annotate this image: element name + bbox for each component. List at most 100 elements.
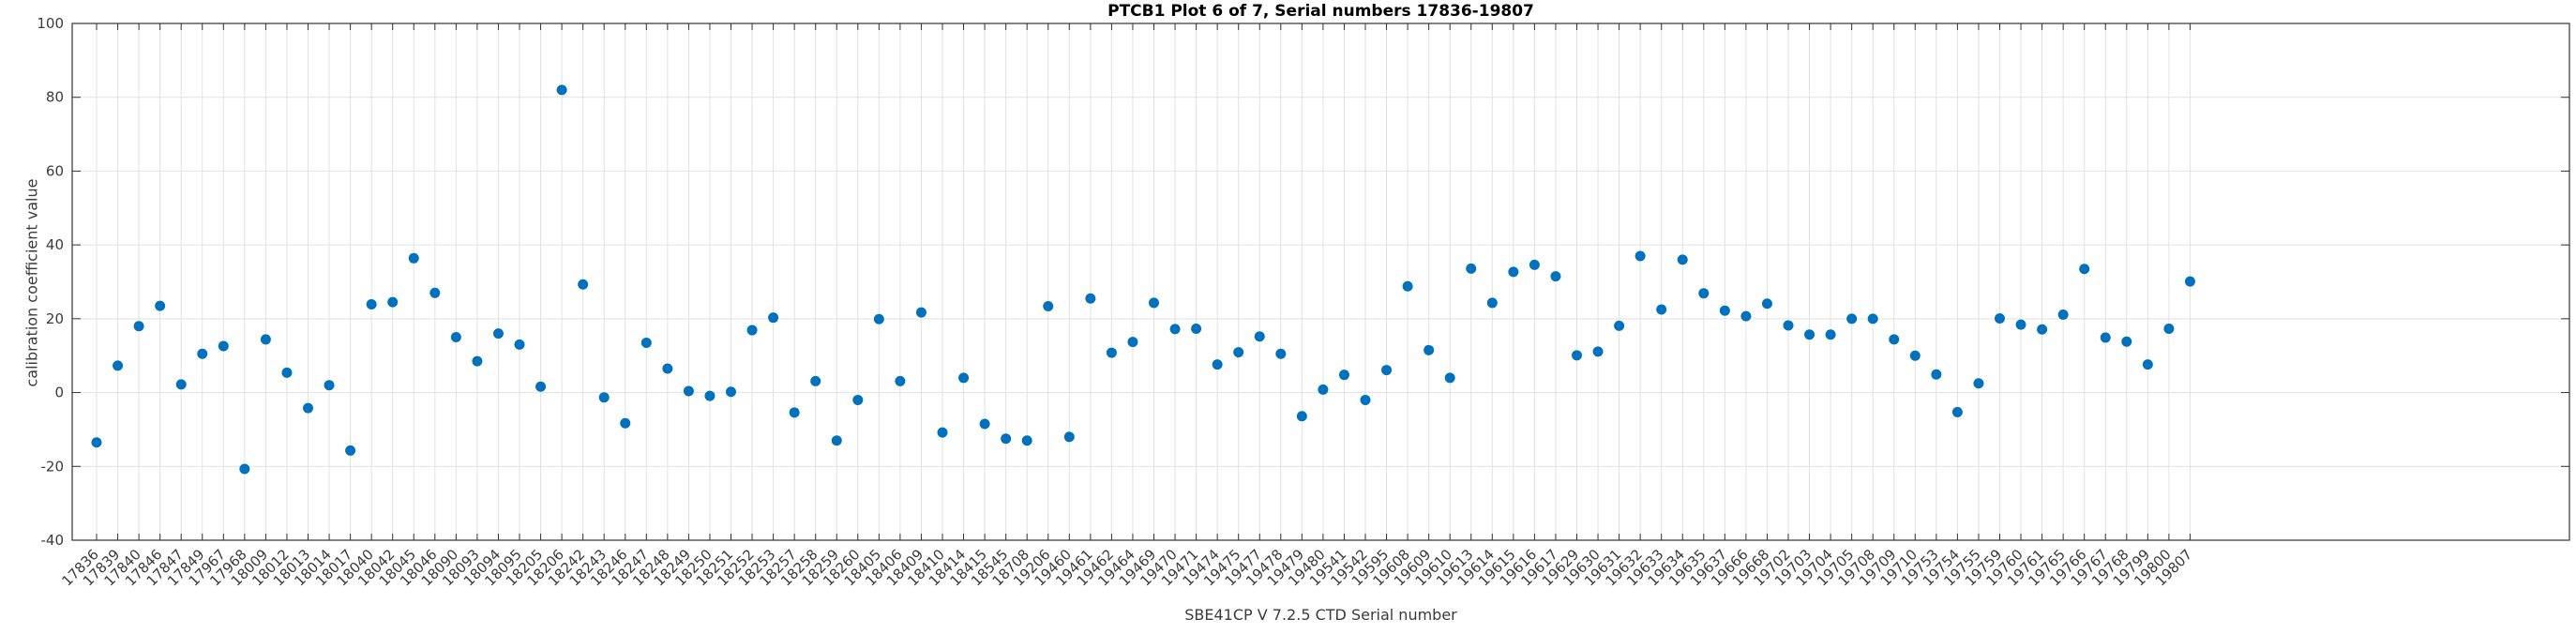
data-point — [1021, 435, 1032, 446]
data-point — [175, 379, 187, 390]
data-point — [1973, 378, 1984, 389]
data-point — [726, 386, 736, 398]
chart-title: PTCB1 Plot 6 of 7, Serial numbers 17836-… — [1107, 2, 1534, 21]
data-point — [746, 325, 758, 336]
data-point — [281, 367, 293, 378]
data-point — [1889, 334, 1900, 345]
data-point — [2121, 336, 2132, 347]
data-point — [1486, 297, 1498, 309]
data-point — [2079, 264, 2090, 275]
data-point — [1212, 359, 1223, 370]
y-tick-label: -40 — [41, 532, 65, 549]
data-point — [1424, 344, 1435, 355]
data-point — [1592, 346, 1604, 357]
data-point — [1529, 259, 1540, 270]
data-point — [1381, 365, 1393, 376]
data-point — [1677, 254, 1688, 265]
data-point — [1761, 298, 1772, 309]
y-tick-label: -20 — [41, 458, 65, 475]
data-point — [1149, 297, 1159, 309]
data-point — [197, 348, 208, 359]
data-point — [598, 392, 610, 403]
data-point — [492, 328, 504, 340]
data-point — [768, 312, 779, 324]
data-point — [1063, 431, 1075, 443]
data-point — [704, 390, 716, 401]
data-point — [1275, 348, 1287, 359]
data-point — [1296, 411, 1307, 422]
data-point — [915, 307, 926, 318]
data-point — [303, 402, 313, 414]
axes-box — [71, 23, 2570, 541]
data-point — [958, 372, 970, 384]
data-point — [1254, 331, 1265, 342]
data-point — [1719, 305, 1730, 316]
data-point — [1338, 370, 1349, 381]
data-point — [1867, 313, 1878, 325]
data-point — [2100, 332, 2111, 343]
data-point — [387, 296, 399, 308]
data-point — [1508, 266, 1519, 278]
data-point — [1572, 350, 1582, 361]
data-point — [1951, 406, 1963, 417]
data-point — [1085, 293, 1096, 304]
data-point — [345, 445, 356, 456]
y-axis-label: calibration coefficient value — [23, 178, 41, 387]
data-point — [640, 337, 652, 348]
data-point — [1846, 313, 1858, 325]
data-point — [429, 287, 441, 298]
data-point — [1698, 288, 1710, 299]
data-point — [1804, 329, 1815, 340]
data-point — [578, 279, 589, 290]
data-point — [1550, 271, 1561, 282]
data-point — [2057, 309, 2069, 321]
data-point — [366, 299, 377, 310]
data-point — [1740, 310, 1752, 322]
data-point — [91, 437, 102, 448]
data-point — [324, 380, 335, 391]
data-point — [979, 418, 990, 430]
data-point — [1995, 312, 2005, 324]
data-point — [662, 363, 673, 374]
data-point — [450, 332, 461, 343]
data-point — [2142, 359, 2153, 370]
data-point — [1656, 304, 1667, 315]
data-point — [620, 417, 631, 429]
data-point — [1909, 350, 1921, 361]
data-point — [408, 252, 419, 264]
data-point — [873, 313, 884, 325]
y-tick-label: 0 — [54, 385, 64, 401]
data-point — [1444, 372, 1455, 384]
data-point — [1825, 329, 1836, 340]
data-point — [789, 407, 800, 418]
data-point — [937, 427, 948, 438]
data-point — [556, 84, 567, 96]
data-point — [1106, 347, 1117, 358]
data-point — [810, 375, 821, 386]
y-tick-label: 80 — [46, 89, 64, 106]
data-point — [218, 340, 229, 352]
data-point — [2037, 324, 2048, 335]
data-point — [1233, 347, 1244, 358]
y-tick-label: 20 — [46, 310, 64, 327]
data-point — [1614, 320, 1625, 331]
y-tick-label: 60 — [46, 162, 64, 179]
data-point — [260, 334, 271, 345]
data-point — [535, 381, 547, 392]
data-point — [239, 463, 250, 475]
data-point — [1043, 300, 1054, 311]
data-point — [895, 375, 906, 386]
x-axis-label: SBE41CP V 7.2.5 CTD Serial number — [1184, 606, 1457, 624]
data-point — [2015, 319, 2026, 330]
data-point — [683, 385, 694, 397]
data-point — [831, 435, 842, 446]
data-point — [1127, 337, 1138, 348]
y-tick-label: 40 — [46, 236, 64, 253]
data-point — [1169, 324, 1181, 335]
data-point — [472, 355, 483, 367]
data-point — [1402, 280, 1413, 292]
data-point — [1931, 369, 1942, 380]
data-point — [1783, 320, 1794, 331]
data-point — [1318, 384, 1329, 395]
